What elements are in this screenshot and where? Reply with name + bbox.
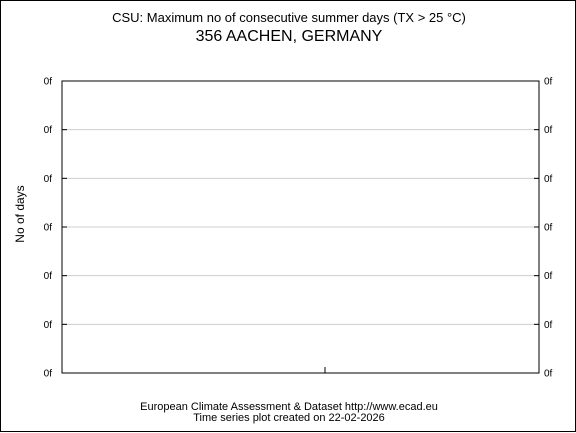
gridlines (62, 129, 539, 325)
chart-subtitle: 356 AACHEN, GERMANY (195, 28, 383, 45)
chart-title: CSU: Maximum no of consecutive summer da… (112, 10, 466, 25)
y-tick-label-left: 0f (44, 320, 53, 331)
footer-created: Time series plot created on 22-02-2026 (193, 412, 385, 424)
y-ticks-left: 0f 0f 0f 0f 0f 0f 0f (44, 77, 67, 380)
y-tick-label-right: 0f (544, 77, 553, 88)
y-tick-label-left: 0f (44, 223, 53, 234)
y-tick-label-left: 0f (44, 174, 53, 185)
y-tick-label-right: 0f (544, 320, 553, 331)
y-tick-label-right: 0f (544, 223, 553, 234)
y-tick-label-left: 0f (44, 77, 53, 88)
y-tick-label-left: 0f (44, 271, 53, 282)
y-tick-label-right: 0f (544, 125, 553, 136)
y-tick-label-right: 0f (544, 271, 553, 282)
y-tick-label-right: 0f (544, 174, 553, 185)
y-tick-label-left: 0f (44, 125, 53, 136)
y-ticks-right: 0f 0f 0f 0f 0f 0f 0f (534, 77, 553, 380)
y-tick-label-right: 0f (544, 369, 553, 380)
footer-source: European Climate Assessment & Dataset ht… (140, 401, 438, 413)
y-tick-label-left: 0f (44, 369, 53, 380)
